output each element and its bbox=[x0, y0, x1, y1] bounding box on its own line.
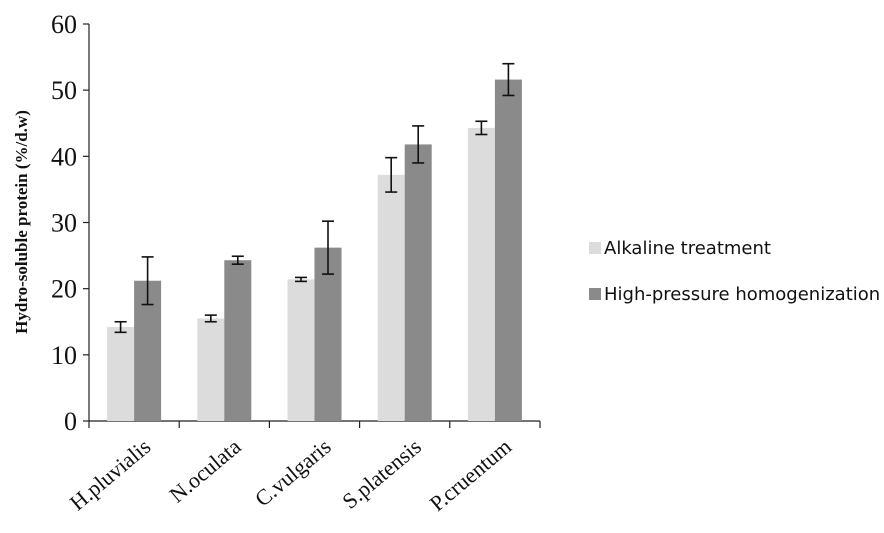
x-tick-label: C.vulgaris bbox=[250, 434, 336, 512]
x-axis: H.pluvialis N.oculata C.vulgaris S.platensi… bbox=[65, 420, 541, 516]
error-bar bbox=[502, 62, 515, 97]
error-bars bbox=[114, 62, 515, 334]
legend-item: High-pressure homogenization bbox=[589, 284, 880, 305]
y-axis: 0 10 20 30 40 50 60 bbox=[51, 10, 90, 436]
legend: Alkaline treatment High-pressure homogeni… bbox=[589, 238, 880, 305]
y-tick-label: 40 bbox=[51, 142, 77, 171]
y-tick-label: 50 bbox=[51, 76, 77, 105]
error-bar bbox=[322, 220, 334, 275]
bar-alkaline-splatensis bbox=[377, 174, 405, 421]
error-bar bbox=[204, 314, 217, 323]
bar-hph-noculata bbox=[224, 260, 252, 421]
error-bar bbox=[412, 125, 425, 164]
bar-hph-pcruentum bbox=[494, 79, 522, 421]
y-tick-label: 0 bbox=[64, 407, 77, 436]
x-tick-label: S.platensis bbox=[337, 434, 426, 514]
y-tick-label: 60 bbox=[51, 10, 77, 39]
error-bar bbox=[114, 320, 127, 334]
x-tick-label: H.pluvialis bbox=[65, 434, 156, 516]
error-bar bbox=[385, 156, 398, 193]
bar-hph-splatensis bbox=[404, 144, 432, 421]
y-tick-label: 30 bbox=[51, 209, 77, 238]
legend-swatch bbox=[589, 288, 601, 300]
bar-alkaline-hpluvialis bbox=[107, 327, 135, 421]
x-tick-label: P.cruentum bbox=[425, 434, 516, 516]
bar-alkaline-noculata bbox=[197, 318, 225, 421]
bar-alkaline-cvulgaris bbox=[287, 279, 315, 421]
y-axis-label: Hydro-soluble protein (%/d.w) bbox=[12, 110, 31, 334]
error-bar bbox=[475, 120, 488, 136]
legend-swatch bbox=[589, 242, 601, 254]
y-tick-label: 20 bbox=[51, 275, 77, 304]
error-bar bbox=[141, 256, 154, 306]
error-bar bbox=[295, 276, 307, 283]
bar-hph-cvulgaris bbox=[314, 247, 342, 421]
error-bar bbox=[231, 255, 244, 265]
bar-alkaline-pcruentum bbox=[467, 127, 495, 422]
legend-item: Alkaline treatment bbox=[589, 238, 771, 259]
x-tick-label: N.oculata bbox=[164, 434, 245, 508]
legend-label: Alkaline treatment bbox=[604, 238, 771, 259]
bars bbox=[107, 79, 522, 422]
y-tick-label: 10 bbox=[51, 341, 77, 370]
legend-label: High-pressure homogenization bbox=[604, 284, 880, 305]
